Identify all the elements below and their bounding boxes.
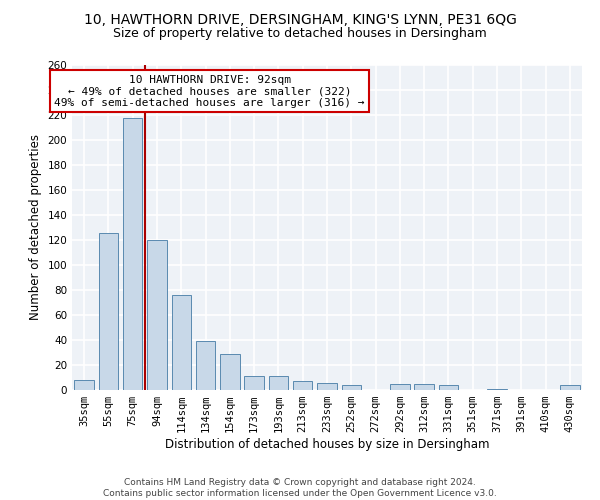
Bar (560, 385, 580, 390)
Bar (196, 341, 215, 390)
Y-axis label: Number of detached properties: Number of detached properties (29, 134, 42, 320)
Bar (99, 232, 118, 390)
Bar (293, 381, 313, 390)
Bar (415, 384, 434, 390)
Bar (147, 240, 167, 390)
Bar (269, 376, 288, 390)
Bar (317, 382, 337, 390)
X-axis label: Distribution of detached houses by size in Dersingham: Distribution of detached houses by size … (165, 438, 489, 451)
Bar (341, 385, 361, 390)
Bar (390, 384, 410, 390)
Bar (172, 295, 191, 390)
Bar (439, 385, 458, 390)
Text: Contains HM Land Registry data © Crown copyright and database right 2024.
Contai: Contains HM Land Registry data © Crown c… (103, 478, 497, 498)
Text: 10 HAWTHORN DRIVE: 92sqm
← 49% of detached houses are smaller (322)
49% of semi-: 10 HAWTHORN DRIVE: 92sqm ← 49% of detach… (55, 74, 365, 108)
Bar (244, 376, 264, 390)
Bar (220, 354, 239, 390)
Bar (74, 380, 94, 390)
Bar (487, 389, 507, 390)
Bar (123, 118, 142, 390)
Text: Size of property relative to detached houses in Dersingham: Size of property relative to detached ho… (113, 28, 487, 40)
Text: 10, HAWTHORN DRIVE, DERSINGHAM, KING'S LYNN, PE31 6QG: 10, HAWTHORN DRIVE, DERSINGHAM, KING'S L… (83, 12, 517, 26)
